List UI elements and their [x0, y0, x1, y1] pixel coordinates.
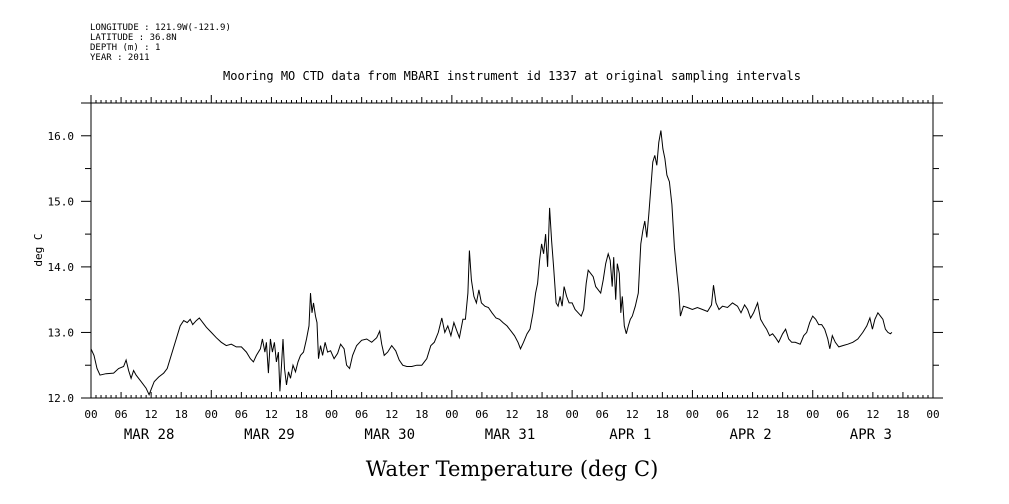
x-day-label: MAR 30 [364, 427, 415, 443]
metadata-line: DEPTH (m) : 1 [90, 43, 160, 53]
x-tick-label: 06 [716, 408, 729, 421]
chart-title: Mooring MO CTD data from MBARI instrumen… [223, 69, 801, 83]
x-tick-label: 18 [295, 408, 308, 421]
x-tick-label: 00 [445, 408, 458, 421]
x-day-label: APR 3 [850, 427, 892, 443]
x-tick-label: 06 [355, 408, 368, 421]
y-tick-label: 12.0 [48, 392, 75, 405]
x-day-label: MAR 28 [124, 427, 175, 443]
x-tick-label: 12 [385, 408, 398, 421]
x-tick-label: 06 [836, 408, 849, 421]
series-line [90, 130, 893, 396]
x-tick-label: 12 [746, 408, 759, 421]
y-tick-label: 13.0 [48, 326, 75, 339]
x-tick-label: 12 [626, 408, 639, 421]
x-tick-label: 06 [235, 408, 248, 421]
x-tick-label: 00 [84, 408, 97, 421]
metadata-line: LATITUDE : 36.8N [90, 33, 177, 43]
x-tick-label: 06 [114, 408, 127, 421]
x-tick-label: 12 [145, 408, 158, 421]
x-tick-label: 00 [686, 408, 699, 421]
x-tick-label: 00 [325, 408, 338, 421]
x-tick-label: 18 [175, 408, 188, 421]
x-tick-label: 00 [926, 408, 939, 421]
y-tick-label: 14.0 [48, 261, 75, 274]
metadata-line: YEAR : 2011 [90, 53, 150, 63]
x-tick-label: 00 [806, 408, 819, 421]
x-tick-label: 12 [505, 408, 518, 421]
tick-marks [81, 95, 943, 399]
tick-labels: 00 06 12 18 00 06 12 18 00 06 12 18 00 06 12 18 00 06 12 18… [48, 130, 940, 443]
x-tick-label: 18 [896, 408, 909, 421]
x-tick-label: 18 [656, 408, 669, 421]
x-tick-label: 18 [535, 408, 548, 421]
x-tick-label: 12 [866, 408, 879, 421]
y-tick-label: 15.0 [48, 195, 75, 208]
x-tick-label: 00 [566, 408, 579, 421]
x-tick-label: 00 [205, 408, 218, 421]
x-day-label: APR 1 [609, 427, 651, 443]
plot-frame [90, 102, 934, 399]
axes [81, 102, 943, 399]
x-tick-label: 18 [415, 408, 428, 421]
x-day-label: APR 2 [729, 427, 771, 443]
y-tick-label: 16.0 [48, 130, 75, 143]
metadata-block: LONGITUDE : 121.9W(-121.9)LATITUDE : 36.… [90, 23, 231, 63]
x-day-label: MAR 29 [244, 427, 295, 443]
x-tick-label: 06 [475, 408, 488, 421]
x-tick-label: 06 [596, 408, 609, 421]
x-tick-label: 18 [776, 408, 789, 421]
metadata-line: LONGITUDE : 121.9W(-121.9) [90, 23, 231, 33]
x-tick-label: 12 [265, 408, 278, 421]
x-day-label: MAR 31 [485, 427, 536, 443]
x-axis-label: Water Temperature (deg C) [366, 457, 659, 481]
y-axis-label: deg C [32, 233, 45, 266]
